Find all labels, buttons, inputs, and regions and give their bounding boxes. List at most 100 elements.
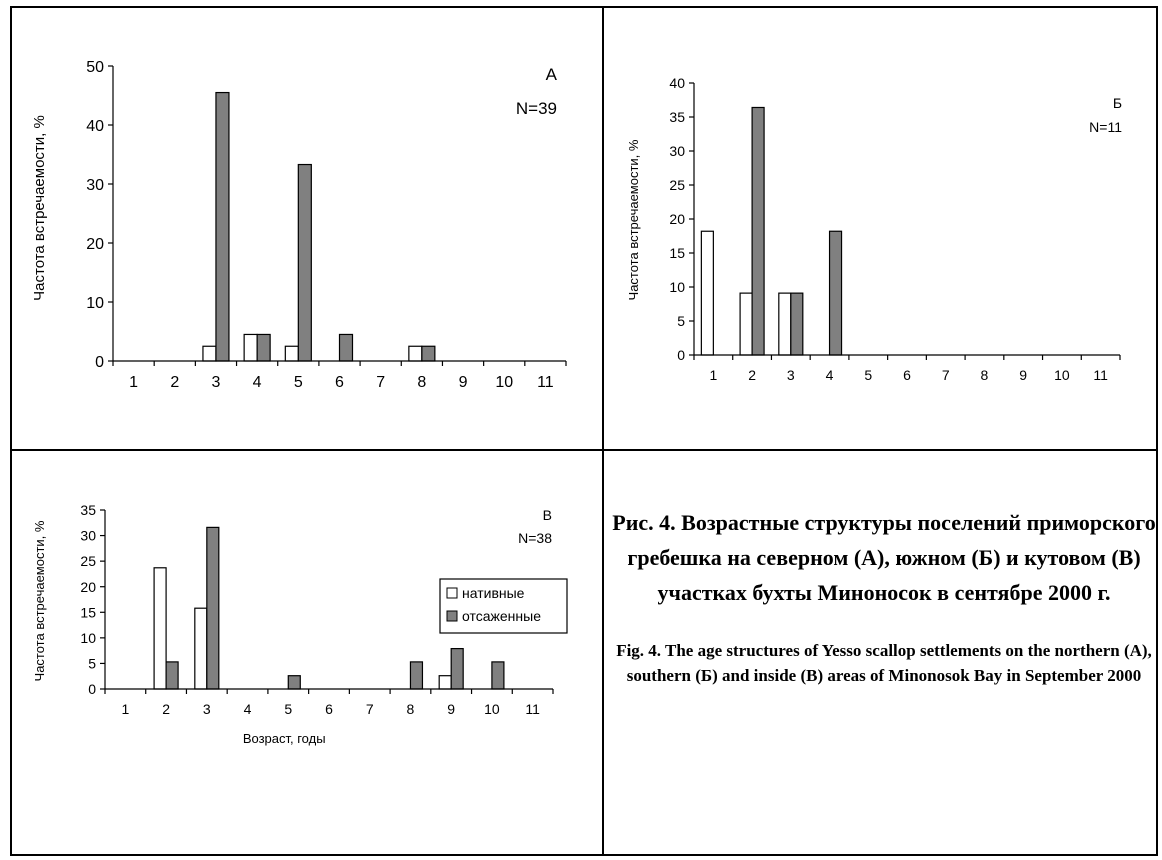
chart-0-y-label: Частота встречаемости, % xyxy=(31,115,48,301)
chart-2-y-tick-label: 15 xyxy=(80,604,96,620)
chart-1-bar-transplanted-3 xyxy=(790,292,804,356)
chart-1-x-tick-label: 8 xyxy=(981,367,989,383)
chart-1-y-tick-label: 30 xyxy=(669,143,685,159)
chart-2-bar-transplanted-3 xyxy=(206,526,220,690)
chart-2-y-tick-label: 20 xyxy=(80,579,96,595)
vertical-divider xyxy=(602,8,604,854)
chart-2-legend-swatch-native xyxy=(446,587,458,599)
chart-0-bar-native-5 xyxy=(284,345,299,362)
chart-0-x-tick-label: 5 xyxy=(294,374,303,391)
chart-1-y-tick-label: 40 xyxy=(669,75,685,91)
chart-2-x-label: Возраст, годы xyxy=(243,731,326,746)
caption-russian: Рис. 4. Возрастные структуры поселений п… xyxy=(612,510,1156,605)
chart-1-x-tick-label: 5 xyxy=(864,367,872,383)
caption-english: Fig. 4. The age structures of Yesso scal… xyxy=(616,641,1152,685)
chart-0-x-tick-label: 10 xyxy=(495,374,513,391)
chart-2-panel-label: В xyxy=(543,507,552,523)
chart-2-legend-swatch-transplanted xyxy=(446,610,458,622)
chart-v-svg: 0 5 10 15 20 25 30 35 1 2 3 4 5 6 7 8 9 10 11 Частота встре… xyxy=(32,502,568,746)
chart-2-x-tick-label: 8 xyxy=(407,701,415,717)
chart-2-bar-native-3 xyxy=(194,607,208,690)
chart-0-x-tick-label: 7 xyxy=(376,374,385,391)
chart-2-bar-transplanted-5 xyxy=(287,675,301,690)
chart-0-x-tick-label: 1 xyxy=(129,374,138,391)
chart-2-y-tick-label: 25 xyxy=(80,553,96,569)
chart-0-y-tick-label: 10 xyxy=(86,295,104,312)
chart-2-x-tick-label: 2 xyxy=(162,701,170,717)
chart-panel-v: 0 5 10 15 20 25 30 35 1 2 3 4 5 6 7 8 9 10 11 Частота встре… xyxy=(12,451,602,851)
chart-0-y-tick-label: 30 xyxy=(86,177,104,194)
chart-2-y-tick-label: 30 xyxy=(80,528,96,544)
chart-1-x-tick-label: 10 xyxy=(1054,367,1070,383)
figure-caption: Рис. 4. Возрастные структуры поселений п… xyxy=(612,505,1156,688)
chart-1-y-tick-label: 15 xyxy=(669,245,685,261)
chart-0-x-tick-label: 2 xyxy=(170,374,179,391)
chart-0-n-label: N=39 xyxy=(516,99,557,118)
chart-2-x-tick-label: 11 xyxy=(525,701,540,717)
chart-2-y-tick-label: 5 xyxy=(88,655,96,671)
chart-1-y-tick-label: 5 xyxy=(677,313,685,329)
chart-1-bar-native-1 xyxy=(700,230,714,356)
chart-0-bar-transplanted-5 xyxy=(297,163,312,362)
chart-0-bar-native-4 xyxy=(243,333,258,362)
chart-1-y-tick-label: 35 xyxy=(669,109,685,125)
chart-b-svg: 0 5 10 15 20 25 30 35 40 1 2 3 4 5 6 7 8 9 10 11 Частота вст… xyxy=(626,75,1122,383)
chart-2-y-tick-label: 10 xyxy=(80,630,96,646)
chart-panel-a: 0 10 20 30 40 50 1 2 3 4 5 6 7 8 9 10 11 Частота встречае… xyxy=(12,8,602,449)
chart-2-bar-transplanted-2 xyxy=(165,661,179,690)
chart-1-x-tick-label: 7 xyxy=(942,367,950,383)
chart-0-x-tick-label: 3 xyxy=(212,374,221,391)
chart-2-x-tick-label: 7 xyxy=(366,701,374,717)
chart-0-x-tick-label: 6 xyxy=(335,374,344,391)
chart-1-x-tick-label: 6 xyxy=(903,367,911,383)
chart-1-y-tick-label: 0 xyxy=(677,347,685,363)
chart-2-bar-native-9 xyxy=(438,675,452,690)
figure-frame: 0 10 20 30 40 50 1 2 3 4 5 6 7 8 9 10 11 Частота встречае… xyxy=(10,6,1158,856)
chart-2-x-tick-label: 3 xyxy=(203,701,211,717)
chart-1-bar-native-3 xyxy=(778,292,792,356)
chart-2-n-label: N=38 xyxy=(518,530,552,546)
chart-1-y-label: Частота встречаемости, % xyxy=(626,139,641,300)
chart-0-panel-label: А xyxy=(546,65,558,84)
chart-1-y-tick-label: 20 xyxy=(669,211,685,227)
chart-1-y-tick-label: 25 xyxy=(669,177,685,193)
chart-0-x-tick-label: 8 xyxy=(417,374,426,391)
chart-2-y-tick-label: 0 xyxy=(88,681,96,697)
chart-1-n-label: N=11 xyxy=(1089,119,1122,135)
chart-0-y-tick-label: 40 xyxy=(86,118,104,135)
chart-1-x-tick-label: 9 xyxy=(1019,367,1027,383)
chart-2-x-tick-label: 5 xyxy=(284,701,292,717)
chart-2-legend-label-transplanted: отсаженные xyxy=(462,608,541,624)
chart-0-y-tick-label: 20 xyxy=(86,236,104,253)
chart-0-bar-transplanted-3 xyxy=(215,91,230,362)
chart-1-x-tick-label: 3 xyxy=(787,367,795,383)
chart-1-bar-transplanted-2 xyxy=(751,106,765,356)
chart-1-bar-transplanted-4 xyxy=(828,230,843,356)
chart-0-bar-native-3 xyxy=(202,345,217,362)
chart-a-svg: 0 10 20 30 40 50 1 2 3 4 5 6 7 8 9 10 11 Частота встречае… xyxy=(31,59,567,391)
chart-0-bar-transplanted-4 xyxy=(256,333,271,362)
chart-2-x-tick-label: 4 xyxy=(244,701,252,717)
chart-2-x-tick-label: 10 xyxy=(484,701,500,717)
chart-2-bar-transplanted-9 xyxy=(450,647,464,690)
chart-1-y-tick-label: 10 xyxy=(669,279,685,295)
chart-2-bar-transplanted-10 xyxy=(491,661,505,690)
chart-panel-b: 0 5 10 15 20 25 30 35 40 1 2 3 4 5 6 7 8 9 10 11 Частота вст… xyxy=(604,8,1156,449)
chart-2-y-tick-label: 35 xyxy=(80,502,96,518)
chart-0-x-tick-label: 11 xyxy=(537,374,554,391)
chart-2-x-tick-label: 1 xyxy=(121,701,129,717)
chart-0-bar-transplanted-6 xyxy=(338,333,354,362)
chart-2-x-tick-label: 6 xyxy=(325,701,333,717)
chart-1-bar-native-2 xyxy=(739,292,753,356)
chart-0-x-tick-label: 9 xyxy=(459,374,468,391)
chart-1-x-tick-label: 11 xyxy=(1093,367,1108,383)
chart-2-bar-transplanted-8 xyxy=(409,661,424,690)
chart-2-x-tick-label: 9 xyxy=(447,701,455,717)
chart-0-bar-transplanted-8 xyxy=(421,345,436,362)
chart-0-y-tick-label: 0 xyxy=(95,354,104,371)
chart-2-legend-box xyxy=(439,578,568,634)
chart-1-x-tick-label: 4 xyxy=(826,367,834,383)
chart-0-x-tick-label: 4 xyxy=(253,374,262,391)
chart-1-panel-label: Б xyxy=(1113,95,1122,111)
chart-2-legend-label-native: нативные xyxy=(462,585,525,601)
